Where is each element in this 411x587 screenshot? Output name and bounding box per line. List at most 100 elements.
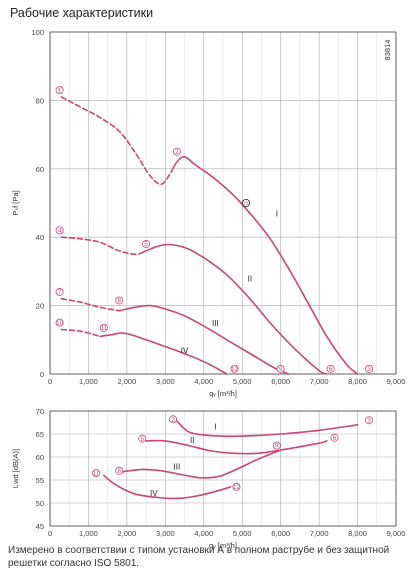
- marker-circle: [326, 364, 335, 373]
- chart-1: 0 1,000 2,000 3,000 4,000 5,000 6,000 7,000 8,00…: [11, 28, 405, 398]
- page-title: Рабочие характеристики: [10, 6, 154, 20]
- y-tick-label: 45: [36, 522, 44, 531]
- marker-label: 6: [329, 366, 333, 373]
- x-tick-label: 0: [48, 529, 52, 538]
- marker-circle: [276, 364, 285, 373]
- x-tick-label: 7,000: [310, 529, 329, 538]
- point-marker: 3: [365, 416, 374, 424]
- point-marker: 12: [232, 482, 241, 491]
- x-tick-label: 8,000: [348, 377, 367, 386]
- point-marker: 6: [326, 364, 335, 373]
- region-label-ii: II: [248, 275, 252, 284]
- marker-circle: [115, 466, 124, 475]
- y-tick-label: 65: [36, 430, 44, 439]
- x-tick-label: 2,000: [117, 529, 136, 538]
- marker-circle: [55, 86, 64, 95]
- x-axis-label: qᵥ [m³/h]: [209, 389, 237, 398]
- x-tick-label: 9,000: [387, 377, 406, 386]
- caption-text: Измерено в соответствии с типом установк…: [8, 545, 390, 569]
- marker-label: 10: [56, 320, 64, 327]
- marker-circle: [99, 323, 108, 332]
- series-line-iii-dashed: [60, 298, 120, 312]
- marker-label: 12: [233, 484, 241, 491]
- point-marker: 12: [230, 364, 239, 373]
- marker-label: 3: [367, 366, 371, 373]
- point-marker: 9: [276, 364, 285, 373]
- marker-label: 7: [58, 289, 62, 296]
- x-tick-label: 5,000: [233, 529, 252, 538]
- point-marker: 6: [330, 433, 339, 442]
- marker-label: 3: [367, 417, 371, 424]
- point-marker: 8: [115, 466, 124, 475]
- x-tick-label: 6,000: [271, 529, 290, 538]
- x-axis-label: qᵥ [m³/h]: [209, 541, 237, 550]
- marker-label: 2: [175, 149, 179, 156]
- y-tick-label: 55: [36, 476, 44, 485]
- marker-label: 11: [93, 470, 100, 477]
- x-tick-label: 1,000: [79, 377, 98, 386]
- marker-circle: [55, 318, 64, 327]
- y-tick-label: 100: [31, 28, 44, 37]
- point-marker: n: [242, 198, 251, 207]
- x-tick-label: 3,000: [156, 529, 175, 538]
- marker-circle: [55, 287, 64, 296]
- marker-circle: [55, 226, 64, 235]
- series-line-iv-dashed: [60, 328, 101, 338]
- x-tick-label: 0: [48, 377, 52, 386]
- point-marker: 8: [115, 296, 124, 305]
- y-tick-label: 60: [36, 453, 44, 462]
- point-marker: 2: [169, 415, 178, 424]
- marker-label: 5: [144, 241, 148, 248]
- point-marker: 11: [92, 469, 101, 478]
- marker-circle: [232, 482, 241, 491]
- x-tick-label: 5,000: [233, 377, 252, 386]
- plot-frame: [49, 31, 397, 375]
- marker-label: n: [244, 200, 248, 207]
- marker-circle: [142, 240, 151, 249]
- series-line-ii-dashed: [60, 236, 144, 256]
- marker-label: 12: [231, 366, 239, 373]
- marker-label: 4: [58, 228, 62, 235]
- marker-circle: [365, 364, 374, 373]
- marker-label: 8: [117, 468, 121, 475]
- region-label-i: I: [276, 210, 278, 219]
- x-tick-label: 6,000: [271, 377, 290, 386]
- marker-circle: [272, 441, 281, 450]
- point-marker: 7: [55, 287, 64, 296]
- marker-circle: [92, 469, 101, 478]
- region-label-ii: II: [190, 436, 194, 445]
- y-axis-label: Lwd [dB(A)]: [11, 449, 20, 488]
- series-line-iii: [118, 304, 290, 375]
- x-tick-label: 3,000: [156, 377, 175, 386]
- marker-label: 5: [140, 436, 144, 443]
- marker-label: 6: [333, 435, 337, 442]
- region-label-iii: III: [212, 319, 219, 328]
- marker-circle: [172, 147, 181, 156]
- marker-label: 9: [275, 443, 279, 450]
- series-line-i: [176, 420, 359, 438]
- marker-circle: [138, 434, 147, 443]
- x-tick-label: 9,000: [387, 529, 406, 538]
- series-line-iv: [103, 474, 232, 500]
- chart-id-label: 83814: [383, 40, 392, 61]
- region-label-iv: IV: [150, 489, 158, 498]
- series-line-iii: [122, 449, 282, 479]
- region-label-i: I: [214, 422, 216, 431]
- x-tick-label: 4,000: [194, 529, 213, 538]
- series-line-ii: [141, 243, 328, 375]
- point-marker: 4: [55, 226, 64, 235]
- x-tick-label: 8,000: [348, 529, 367, 538]
- point-marker: 11: [99, 323, 108, 332]
- marker-label: 8: [117, 298, 121, 305]
- x-tick-label: 2,000: [117, 377, 136, 386]
- plot-frame: [49, 410, 397, 527]
- x-tick-label: 1,000: [79, 529, 98, 538]
- marker-circle: [169, 415, 178, 424]
- marker-label: 9: [279, 366, 283, 373]
- point-marker: 2: [172, 147, 181, 156]
- y-tick-label: 50: [36, 499, 44, 508]
- marker-circle: [242, 198, 251, 207]
- marker-label: 1: [58, 87, 62, 94]
- series-line-i: [170, 155, 359, 375]
